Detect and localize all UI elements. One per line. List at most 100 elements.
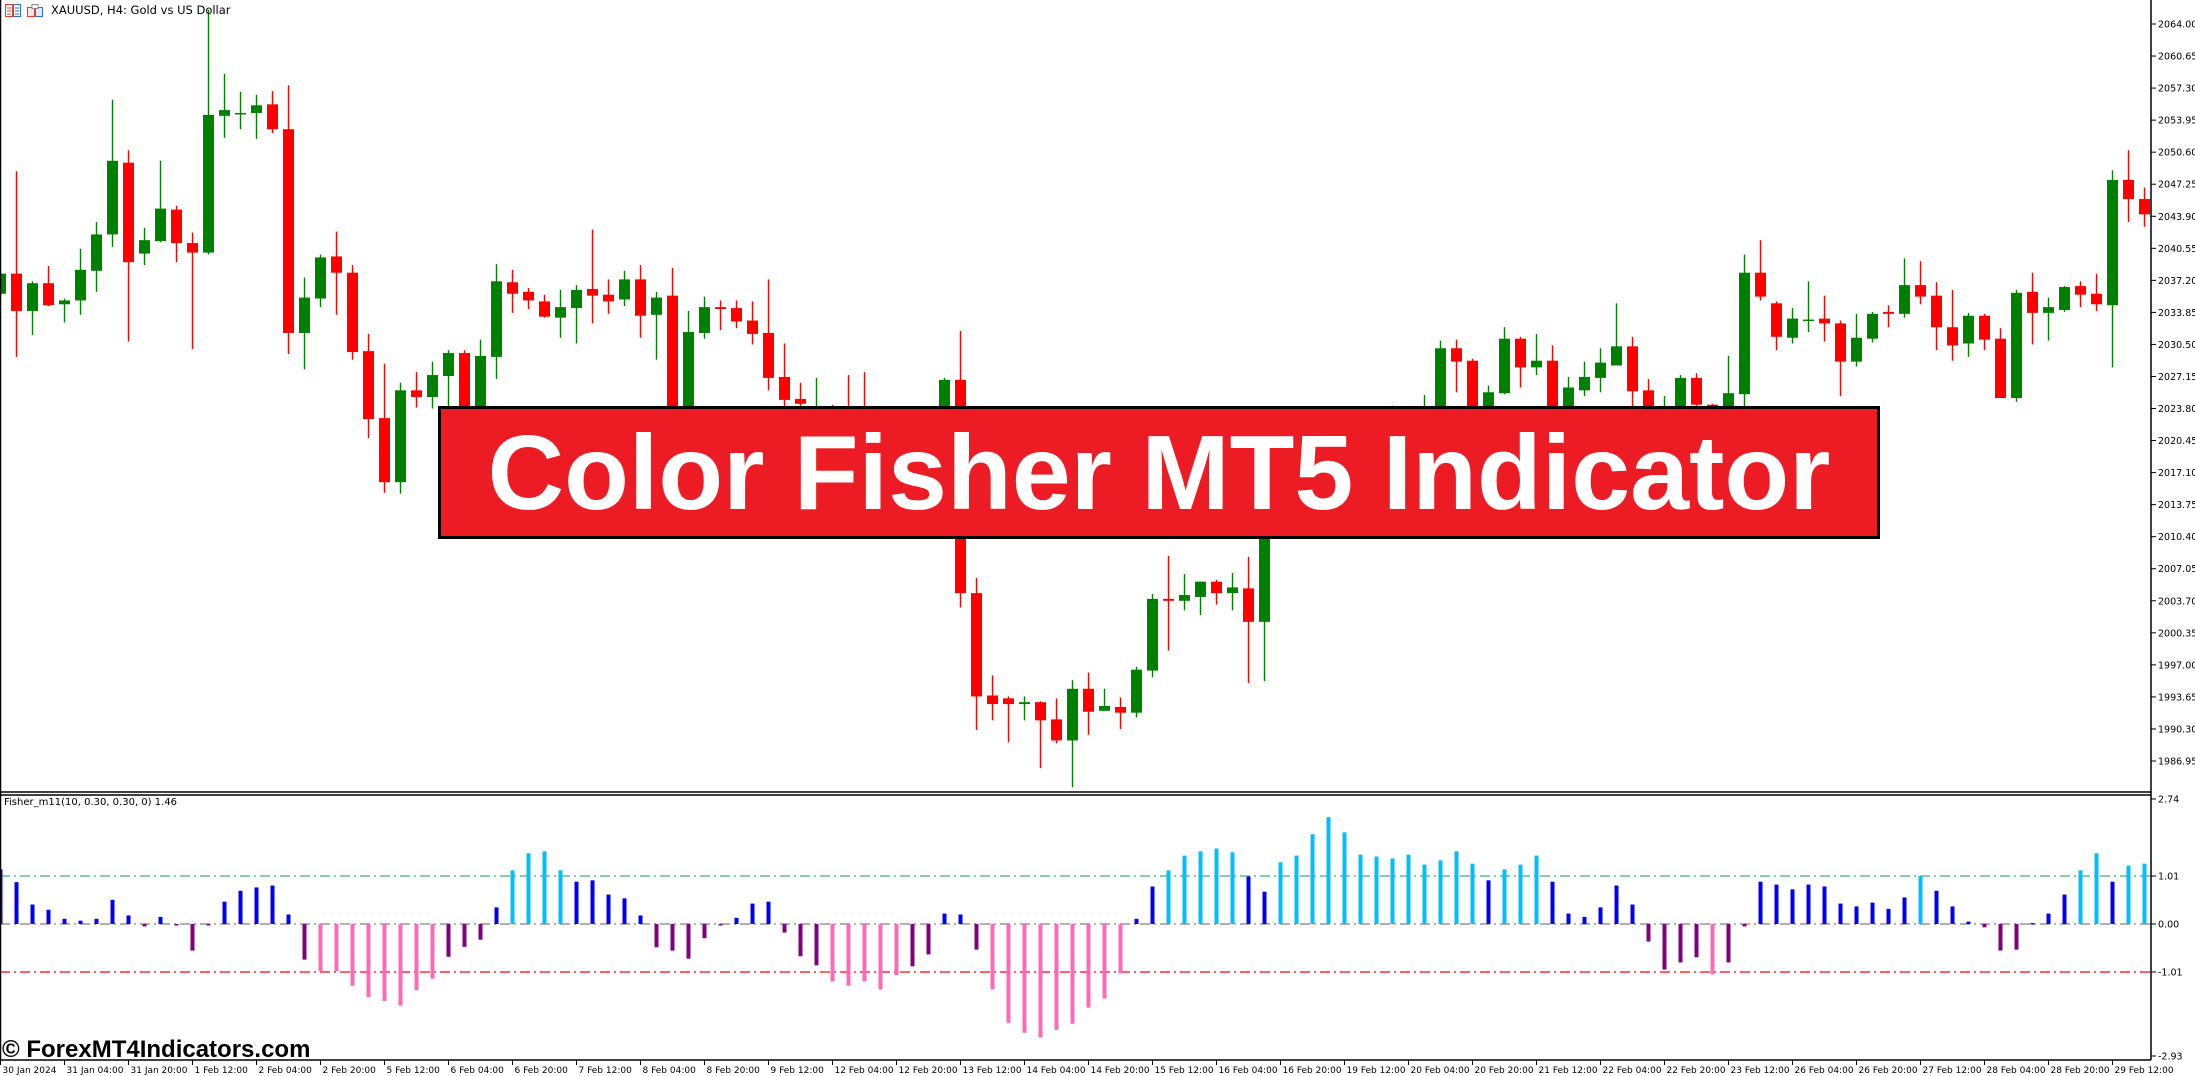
candle-body [1515, 338, 1526, 368]
candle-bearish [1979, 313, 1990, 351]
candles-layer [0, 9, 2150, 788]
fisher-histogram-bar [478, 924, 483, 940]
fisher-histogram-bar [1214, 848, 1219, 924]
candle-bullish [1099, 688, 1110, 711]
time-label: 26 Feb 04:00 [1795, 1066, 1854, 1076]
candle-body [699, 307, 710, 333]
fisher-histogram-bar [158, 916, 163, 924]
candle-body [2139, 199, 2150, 215]
price-label: 2043.90 [2158, 212, 2195, 223]
fisher-histogram-bar [1982, 924, 1987, 928]
time-label: 14 Feb 20:00 [1091, 1066, 1150, 1076]
fisher-histogram-bar [270, 885, 275, 924]
candle-bearish [2091, 273, 2102, 311]
fisher-histogram-bar [1006, 924, 1011, 1023]
price-label: 2030.50 [2158, 340, 2195, 351]
candle-body [555, 307, 566, 318]
fisher-histogram-bar [238, 890, 243, 924]
indicator-axis[interactable]: 2.74 1.01 0.00 -1.01 -2.93 [2151, 795, 2183, 1063]
candle-bullish [2107, 170, 2118, 368]
trade-list-icon[interactable] [5, 3, 21, 17]
candle-body [507, 282, 518, 294]
price-label: 2053.95 [2158, 116, 2195, 127]
candle-bearish [1931, 282, 1942, 351]
candle-body [91, 234, 102, 271]
time-label: 13 Feb 12:00 [963, 1066, 1022, 1076]
fisher-histogram-bar [1806, 884, 1811, 924]
fisher-histogram-bar [1838, 903, 1843, 924]
time-label: 28 Feb 04:00 [1987, 1066, 2046, 1076]
candle-body [1131, 669, 1142, 713]
fisher-histogram-bar [1454, 851, 1459, 924]
candle-body [59, 300, 70, 305]
candle-body [1739, 272, 1750, 395]
fisher-histogram-bar [1118, 924, 1123, 974]
fisher-histogram-bar [1182, 855, 1187, 924]
candle-bearish [1995, 328, 2006, 398]
banner-text: Color Fisher MT5 Indicator [487, 413, 1831, 532]
price-label: 2017.10 [2158, 468, 2195, 479]
fisher-histogram-bar [1054, 924, 1059, 1030]
candle-bearish [411, 372, 422, 408]
chart-properties-icon[interactable] [27, 3, 43, 17]
fisher-histogram-bar [1262, 891, 1267, 924]
candle-body [1147, 598, 1158, 671]
fisher-histogram-bar [1534, 855, 1539, 924]
candle-bullish [315, 254, 326, 308]
fisher-histogram-bar [1998, 924, 2003, 951]
candle-body [1179, 595, 1190, 601]
fisher-histogram-bar [398, 924, 403, 1006]
fisher-histogram-bar [574, 881, 579, 924]
fisher-histogram-bar [1470, 863, 1475, 924]
candle-bearish [987, 675, 998, 721]
candle-body [1019, 702, 1030, 705]
time-label: 27 Feb 12:00 [1923, 1066, 1982, 1076]
candle-body [1163, 598, 1174, 601]
candle-bearish [1083, 672, 1094, 735]
indicator-axis-label: 2.74 [2158, 795, 2179, 806]
time-label: 21 Feb 12:00 [1539, 1066, 1598, 1076]
candle-body [251, 105, 262, 113]
title-banner: Color Fisher MT5 Indicator [438, 406, 1880, 539]
chart-header: XAUUSD, H4: Gold vs US Dollar [0, 0, 231, 20]
candle-body [795, 398, 806, 404]
time-label: 31 Jan 04:00 [67, 1066, 124, 1076]
price-label: 2007.05 [2158, 564, 2195, 575]
candle-bullish [1963, 312, 1974, 357]
fisher-histogram-bar [1726, 924, 1731, 963]
time-label: 8 Feb 04:00 [643, 1066, 697, 1076]
candle-body [283, 129, 294, 333]
candle-body [1851, 337, 1862, 362]
candle-body [1995, 338, 2006, 398]
chart-frame [0, 0, 2152, 1061]
candle-bearish [539, 294, 550, 318]
candle-bullish [1803, 281, 1814, 332]
fisher-histogram-bar [1022, 924, 1027, 1033]
time-axis[interactable]: 30 Jan 2024 31 Jan 04:00 31 Jan 20:00 1 Feb… [0, 1060, 2174, 1076]
fisher-histogram-bar [110, 899, 115, 924]
fisher-histogram-bar [1934, 890, 1939, 924]
fisher-histogram-bar [94, 918, 99, 924]
fisher-histogram-bar [846, 924, 851, 986]
fisher-histogram-bar [222, 901, 227, 924]
price-label: 2020.45 [2158, 436, 2195, 447]
price-label: 1993.65 [2158, 692, 2195, 703]
candle-body [2027, 291, 2038, 313]
candle-bullish [235, 91, 246, 130]
candle-bullish [395, 382, 406, 494]
time-label: 23 Feb 12:00 [1731, 1066, 1790, 1076]
candle-bullish [299, 277, 310, 370]
candle-bearish [123, 150, 134, 342]
time-label: 26 Feb 20:00 [1859, 1066, 1918, 1076]
price-label: 2040.55 [2158, 244, 2195, 255]
fisher-histogram-bar [718, 924, 723, 926]
fisher-histogram-bar [1230, 852, 1235, 924]
fisher-histogram-bar [1742, 924, 1747, 927]
price-axis[interactable]: 2064.00 2060.65 2057.30 2053.95 2050.60 2047.… [2151, 20, 2195, 768]
candle-body [315, 257, 326, 299]
fisher-histogram-bar [1822, 886, 1827, 924]
fisher-histogram-bar [1150, 886, 1155, 924]
fisher-histogram-bar [734, 917, 739, 924]
candle-body [0, 273, 6, 294]
candle-body [1435, 348, 1446, 419]
